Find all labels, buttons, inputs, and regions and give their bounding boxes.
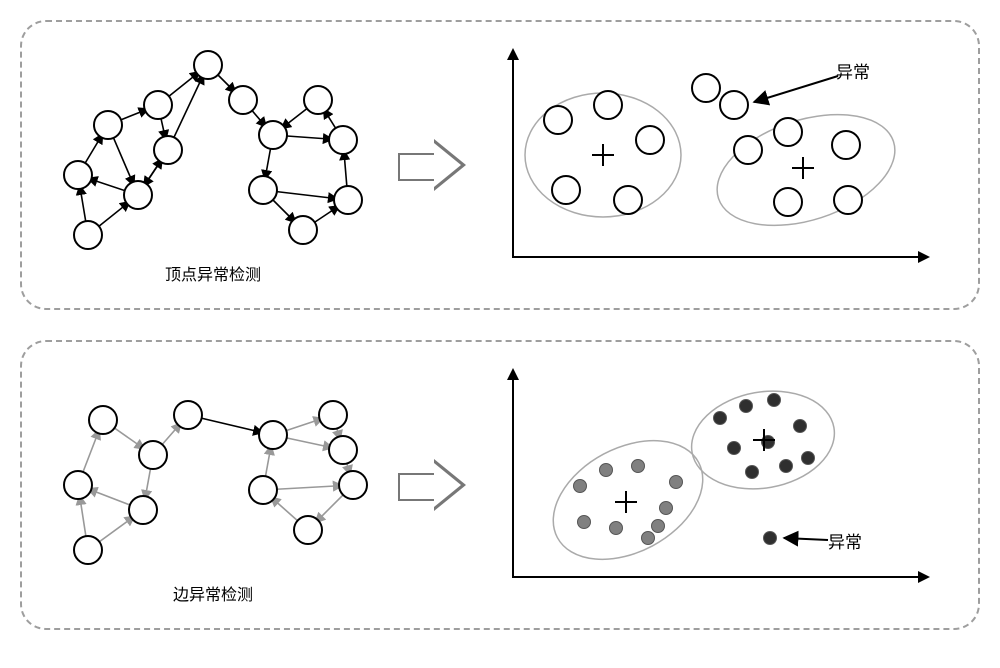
graph-node (593, 90, 623, 120)
graph-node (613, 185, 643, 215)
graph-node (833, 185, 863, 215)
gray-point (659, 501, 673, 515)
graph-node (551, 175, 581, 205)
panel-vertex-anomaly: 顶点异常检测 异常 (20, 20, 980, 310)
cluster-center (592, 144, 614, 166)
graph-node (719, 90, 749, 120)
graph-node (88, 405, 118, 435)
graph-node (73, 535, 103, 565)
dark-point (727, 441, 741, 455)
flow-arrow-1 (398, 139, 468, 191)
plot2-overlay (488, 370, 928, 600)
graph-node (123, 180, 153, 210)
graph-node (338, 470, 368, 500)
dark-point (779, 459, 793, 473)
flow-arrow-2 (398, 459, 468, 511)
cluster-center (753, 429, 775, 451)
graph-node (831, 130, 861, 160)
anomaly-label-2: 异常 (828, 528, 862, 553)
graph-node (143, 90, 173, 120)
dark-point (739, 399, 753, 413)
gray-point (651, 519, 665, 533)
dark-point (767, 393, 781, 407)
graph-column-1: 顶点异常检测 (48, 45, 378, 285)
gray-point (609, 521, 623, 535)
graph-node (63, 470, 93, 500)
dark-point (745, 465, 759, 479)
graph-node (258, 420, 288, 450)
graph-node (258, 120, 288, 150)
graph-node (318, 400, 348, 430)
gray-point (599, 463, 613, 477)
graph-node (635, 125, 665, 155)
graph-node (128, 495, 158, 525)
graph-node (73, 220, 103, 250)
caption-vertex: 顶点异常检测 (165, 261, 261, 285)
graph-node (248, 175, 278, 205)
graph-node (248, 475, 278, 505)
gray-point (669, 475, 683, 489)
graph-node (733, 135, 763, 165)
graph-node (228, 85, 258, 115)
graph-node (773, 187, 803, 217)
graph-node (328, 435, 358, 465)
cluster-center (792, 157, 814, 179)
gray-point (573, 479, 587, 493)
panel-edge-anomaly: 边异常检测 异常 (20, 340, 980, 630)
graph-node (773, 117, 803, 147)
graph-node (173, 400, 203, 430)
graph-node (193, 50, 223, 80)
outlier-point (763, 531, 777, 545)
edge-graph (48, 365, 378, 575)
graph-node (328, 125, 358, 155)
graph-node (333, 185, 363, 215)
graph-node (93, 110, 123, 140)
graph-node (543, 105, 573, 135)
graph-node (63, 160, 93, 190)
graph-column-2: 边异常检测 (48, 365, 378, 605)
cluster-center (615, 491, 637, 513)
vertex-scatter-plot: 异常 (488, 50, 928, 280)
anomaly-label-1: 异常 (836, 58, 870, 83)
graph-node (288, 215, 318, 245)
vertex-graph (48, 45, 378, 255)
graph-node (293, 515, 323, 545)
gray-point (631, 459, 645, 473)
gray-point (577, 515, 591, 529)
caption-edge: 边异常检测 (173, 581, 253, 605)
graph-node (303, 85, 333, 115)
graph-node (138, 440, 168, 470)
edge-scatter-plot: 异常 (488, 370, 928, 600)
dark-point (713, 411, 727, 425)
dark-point (793, 419, 807, 433)
dark-point (801, 451, 815, 465)
graph-node (691, 73, 721, 103)
graph-node (153, 135, 183, 165)
gray-point (641, 531, 655, 545)
